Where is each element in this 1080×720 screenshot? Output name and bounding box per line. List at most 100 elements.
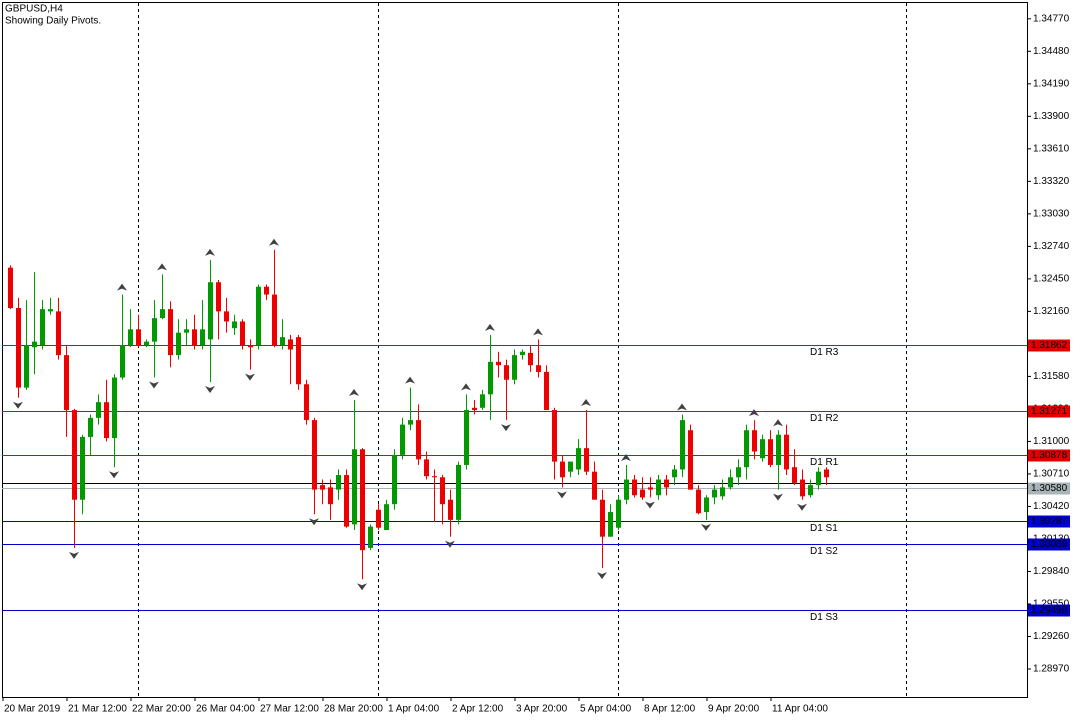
candle-body [520, 351, 525, 356]
candle-body [560, 461, 565, 478]
candle-body [384, 504, 389, 530]
y-tick-label: 1.32740 [1033, 241, 1070, 252]
candle-body [152, 318, 157, 342]
candle-body [328, 487, 333, 505]
candle-body [16, 308, 21, 388]
candle-body [168, 309, 173, 356]
candle-body [688, 430, 693, 490]
y-tick-label: 1.33030 [1033, 209, 1070, 220]
y-tick-label: 1.29840 [1033, 566, 1070, 577]
candle-body [408, 420, 413, 425]
candle-body [160, 309, 165, 319]
fractal-down [13, 401, 23, 409]
pivot-price-box [1028, 538, 1070, 551]
fractal-down [205, 386, 215, 394]
candle-body [416, 420, 421, 460]
candle-body [288, 339, 293, 350]
pivot-price-box [1028, 515, 1070, 528]
pivot-name: D1 R2 [810, 413, 839, 424]
fractal-down [773, 493, 783, 501]
y-tick-label: 1.29550 [1033, 599, 1070, 610]
candle-body [344, 475, 349, 527]
pivot-name: D1 R1 [810, 457, 839, 468]
candle-body [200, 329, 205, 346]
candle-body [584, 448, 589, 472]
candle-body [512, 355, 517, 380]
y-tick-label: 1.30710 [1033, 469, 1070, 480]
x-tick-label: 9 Apr 20:00 [708, 704, 760, 715]
candle-body [536, 365, 541, 372]
candle-body [712, 489, 717, 498]
fractal-up [533, 328, 543, 336]
candle-body [480, 394, 485, 408]
candle-body [664, 479, 669, 488]
candle-body [216, 282, 221, 312]
x-tick-label: 21 Mar 12:00 [68, 704, 127, 715]
candle-body [296, 337, 301, 385]
candle-body [320, 485, 325, 490]
candle-body [464, 410, 469, 465]
candle-body [352, 449, 357, 525]
pivot-price-box [1028, 405, 1070, 418]
candle-body [136, 329, 141, 346]
candle-body [360, 449, 365, 551]
fractal-up [461, 383, 471, 391]
y-tick-label: 1.32160 [1033, 306, 1070, 317]
chart-title: GBPUSD,H4 [5, 4, 63, 15]
y-tick-label: 1.33320 [1033, 176, 1070, 187]
pivot-price: 1.30287 [1031, 516, 1068, 527]
x-tick-label: 26 Mar 04:00 [196, 704, 255, 715]
fractal-up [773, 419, 783, 427]
x-tick-label: 28 Mar 20:00 [324, 704, 383, 715]
fractal-down [597, 572, 607, 580]
candle-body [496, 361, 501, 366]
fractal-up [405, 376, 415, 384]
candle-body [608, 512, 613, 537]
y-tick-label: 1.30420 [1033, 501, 1070, 512]
candle-body [736, 467, 741, 478]
candle-body [544, 371, 549, 411]
price-label: 1.30580 [1031, 483, 1068, 494]
fractal-up [117, 283, 127, 291]
fractal-down [109, 471, 119, 479]
candle-body [552, 410, 557, 462]
candle-body [760, 439, 765, 459]
pivot-name: D1 S2 [810, 546, 838, 557]
fractal-down [645, 501, 655, 509]
candle-body [656, 479, 661, 496]
pivot-name: D1 S1 [810, 523, 838, 534]
candle-body [232, 321, 237, 329]
candle-body [440, 477, 445, 505]
candle-body [192, 329, 197, 346]
candle-body [312, 420, 317, 490]
pivot-name: D1 R3 [810, 347, 839, 358]
candle-body [32, 341, 37, 348]
candle-body [600, 499, 605, 537]
candle-body [616, 499, 621, 528]
candle-body [720, 487, 725, 497]
y-tick-label: 1.33610 [1033, 143, 1070, 154]
y-tick-label: 1.32450 [1033, 274, 1070, 285]
y-tick-label: 1.28970 [1033, 664, 1070, 675]
fractal-up [581, 399, 591, 407]
candle-body [72, 410, 77, 500]
y-tick-label: 1.29260 [1033, 631, 1070, 642]
candle-body [144, 341, 149, 346]
period-separators [138, 3, 907, 697]
fractal-down [501, 424, 511, 432]
candle-body [304, 384, 309, 421]
x-tick-label: 22 Mar 20:00 [132, 704, 191, 715]
candle-body [696, 489, 701, 514]
candle-body [808, 485, 813, 496]
candle-body [784, 434, 789, 470]
candle-body [224, 311, 229, 322]
candle-body [472, 407, 477, 411]
pivot-price: 1.30089 [1031, 539, 1068, 550]
fractal-down [309, 518, 319, 526]
candle-body [448, 499, 453, 520]
candle-body [96, 402, 101, 418]
fractal-down [357, 583, 367, 591]
candle-body [368, 526, 373, 548]
